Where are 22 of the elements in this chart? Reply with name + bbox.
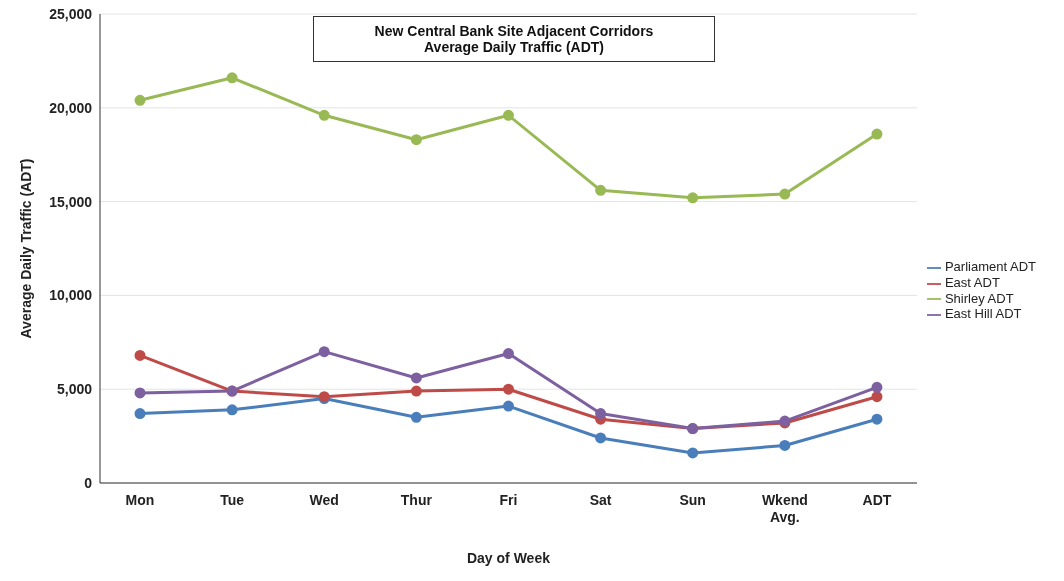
legend-label: Shirley ADT xyxy=(944,290,1014,306)
x-tick-label: Wkend Avg. xyxy=(761,492,808,525)
title-frame: New Central Bank Site Adjacent Corridors Average Daily Traffic (ADT) xyxy=(313,16,715,62)
x-tick-label: ADT xyxy=(862,492,892,508)
legend-label: East Hill ADT xyxy=(944,306,1022,322)
x-tick-label: Tue xyxy=(220,492,245,508)
y-tick-label: 20,000 xyxy=(49,99,93,116)
x-tick-label: Sun xyxy=(679,492,706,508)
y-tick-label: 25,000 xyxy=(49,5,93,22)
y-axis-title: Average Daily Traffic (ADT) xyxy=(17,158,34,339)
y-tick-label: 10,000 xyxy=(49,287,93,304)
x-tick-label: Mon xyxy=(125,492,155,508)
x-tick-label: Sat xyxy=(589,492,612,508)
y-tick-label: 5,000 xyxy=(56,381,93,398)
legend-label: East ADT xyxy=(944,274,1000,290)
y-tick-label: 0 xyxy=(84,474,93,491)
x-tick-label: Wed xyxy=(309,492,339,508)
legend-label: Parliament ADT xyxy=(944,259,1036,275)
x-tick-label: Fri xyxy=(499,492,518,508)
x-axis-title: Day of Week xyxy=(466,549,551,566)
x-tick-label: Thur xyxy=(400,492,433,508)
y-tick-label: 15,000 xyxy=(49,193,93,210)
